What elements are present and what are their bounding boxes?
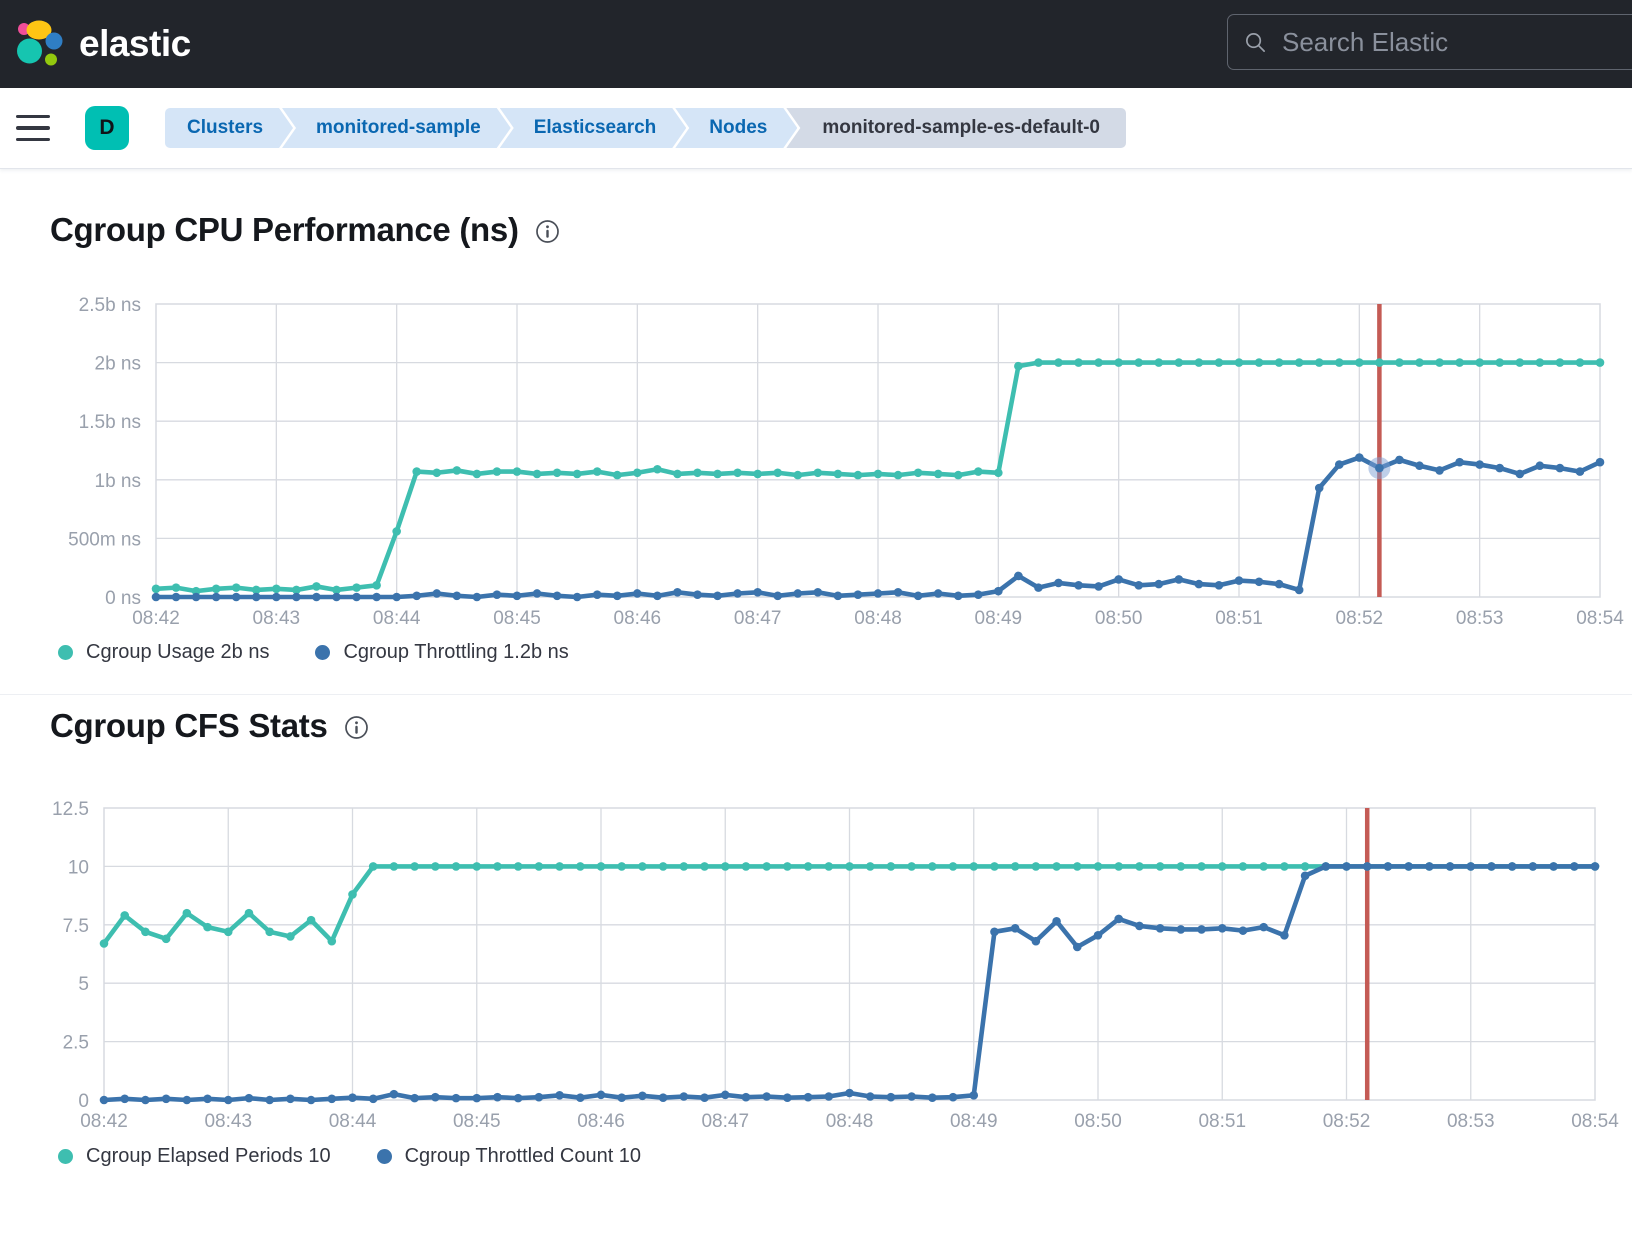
breadcrumb-elasticsearch[interactable]: Elasticsearch — [500, 108, 687, 148]
chart-title: Cgroup CPU Performance (ns) — [50, 211, 1632, 249]
legend-label: Cgroup Elapsed Periods 10 — [86, 1145, 331, 1167]
info-icon[interactable] — [535, 219, 560, 244]
svg-text:08:50: 08:50 — [1095, 608, 1143, 629]
svg-text:08:54: 08:54 — [1571, 1111, 1619, 1132]
svg-text:08:52: 08:52 — [1323, 1111, 1371, 1132]
chart-title: Cgroup CFS Stats — [50, 707, 1632, 745]
cgroup-cfs-stats-chart[interactable]: 0 2.5 5 7.5 10 12.5 08:42 08:43 08:44 08:45 08:46 0… — [0, 795, 1632, 1137]
svg-text:08:42: 08:42 — [132, 608, 180, 629]
space-badge[interactable]: D — [85, 106, 129, 150]
svg-text:08:50: 08:50 — [1074, 1111, 1122, 1132]
breadcrumb-clusters[interactable]: Clusters — [165, 108, 293, 148]
breadcrumb-nodes[interactable]: Nodes — [675, 108, 797, 148]
search-icon — [1246, 32, 1265, 52]
svg-text:08:43: 08:43 — [204, 1111, 252, 1132]
svg-text:7.5: 7.5 — [63, 916, 89, 937]
chart-legend: Cgroup Usage 2b ns Cgroup Throttling 1.2… — [58, 641, 1632, 664]
svg-text:08:53: 08:53 — [1456, 608, 1504, 629]
svg-text:08:42: 08:42 — [80, 1111, 128, 1132]
global-search[interactable] — [1227, 14, 1632, 70]
hamburger-icon — [16, 114, 50, 119]
svg-text:08:47: 08:47 — [701, 1111, 749, 1132]
svg-text:2.5: 2.5 — [63, 1033, 89, 1054]
svg-text:08:43: 08:43 — [253, 608, 301, 629]
elastic-brand: elastic — [14, 19, 191, 69]
svg-text:08:48: 08:48 — [826, 1111, 874, 1132]
breadcrumb: Clusters monitored-sample Elasticsearch … — [165, 108, 1126, 148]
svg-text:08:45: 08:45 — [453, 1111, 501, 1132]
legend-item-elapsed-periods[interactable]: Cgroup Elapsed Periods 10 — [58, 1145, 331, 1168]
chart-title-text: Cgroup CPU Performance (ns) — [50, 211, 519, 248]
svg-text:08:44: 08:44 — [373, 608, 421, 629]
svg-text:08:49: 08:49 — [975, 608, 1023, 629]
cgroup-cpu-performance-section: Cgroup CPU Performance (ns) 0 ns 500m ns 1… — [0, 211, 1632, 664]
svg-text:08:52: 08:52 — [1336, 608, 1384, 629]
svg-text:08:53: 08:53 — [1447, 1111, 1495, 1132]
legend-dot-icon — [376, 1149, 392, 1164]
svg-text:08:47: 08:47 — [734, 608, 782, 629]
legend-label: Cgroup Usage 2b ns — [86, 641, 270, 663]
breadcrumb-current-node: monitored-sample-es-default-0 — [786, 108, 1126, 148]
elastic-logo-icon — [17, 20, 63, 66]
svg-text:2b ns: 2b ns — [95, 354, 141, 375]
svg-text:08:46: 08:46 — [614, 608, 662, 629]
svg-text:08:44: 08:44 — [329, 1111, 377, 1132]
cgroup-cpu-performance-chart[interactable]: 0 ns 500m ns 1b ns 1.5b ns 2b ns 2.5b ns 08:42… — [0, 291, 1632, 633]
app-header: elastic — [0, 0, 1632, 88]
breadcrumb-cluster-name[interactable]: monitored-sample — [282, 108, 511, 148]
hamburger-icon — [16, 137, 50, 142]
chart-legend: Cgroup Elapsed Periods 10 Cgroup Throttl… — [58, 1145, 1632, 1168]
cgroup-cfs-stats-section: Cgroup CFS Stats 0 2.5 5 7.5 10 12.5 08:42 08:4… — [0, 707, 1632, 1168]
svg-text:08:48: 08:48 — [854, 608, 902, 629]
legend-dot-icon — [58, 645, 73, 660]
svg-text:10: 10 — [68, 857, 89, 878]
search-input[interactable] — [1280, 25, 1632, 59]
svg-text:1.5b ns: 1.5b ns — [79, 412, 141, 433]
brand-text: elastic — [79, 23, 191, 64]
svg-text:2.5b ns: 2.5b ns — [79, 295, 141, 316]
hamburger-icon — [16, 126, 50, 130]
legend-label: Cgroup Throttled Count 10 — [404, 1145, 642, 1167]
breadcrumb-bar: D Clusters monitored-sample Elasticsearc… — [0, 88, 1632, 169]
legend-item-cgroup-usage[interactable]: Cgroup Usage 2b ns — [58, 641, 269, 664]
svg-text:08:49: 08:49 — [950, 1111, 998, 1132]
legend-item-cgroup-throttling[interactable]: Cgroup Throttling 1.2b ns — [315, 641, 569, 664]
section-divider — [0, 694, 1632, 695]
svg-text:500m ns: 500m ns — [68, 529, 141, 550]
svg-text:5: 5 — [78, 974, 89, 995]
svg-text:08:46: 08:46 — [577, 1111, 625, 1132]
svg-text:08:51: 08:51 — [1215, 608, 1263, 629]
svg-text:12.5: 12.5 — [52, 799, 89, 820]
svg-text:0: 0 — [78, 1091, 89, 1112]
svg-text:08:51: 08:51 — [1198, 1111, 1246, 1132]
info-icon[interactable] — [344, 715, 369, 740]
svg-text:0 ns: 0 ns — [105, 588, 141, 609]
legend-dot-icon — [315, 645, 331, 660]
legend-dot-icon — [58, 1149, 73, 1164]
legend-label: Cgroup Throttling 1.2b ns — [343, 641, 569, 663]
menu-button[interactable] — [8, 104, 58, 152]
svg-text:08:45: 08:45 — [493, 608, 541, 629]
svg-text:1b ns: 1b ns — [95, 471, 141, 492]
svg-text:08:54: 08:54 — [1576, 608, 1624, 629]
legend-item-throttled-count[interactable]: Cgroup Throttled Count 10 — [376, 1145, 642, 1168]
chart-title-text: Cgroup CFS Stats — [50, 707, 328, 744]
